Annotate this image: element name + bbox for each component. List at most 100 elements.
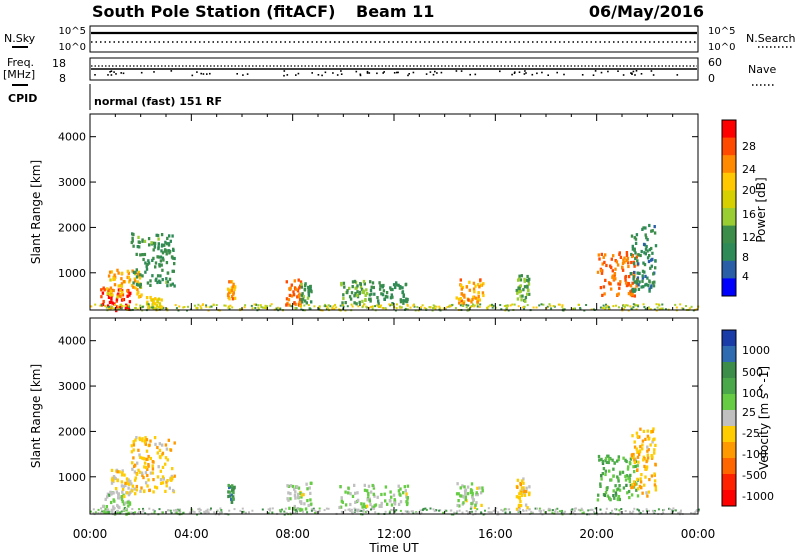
data-cell (399, 487, 402, 491)
data-cell (206, 510, 209, 513)
data-cell (105, 511, 108, 515)
data-cell (631, 289, 634, 293)
data-cell (119, 511, 122, 514)
freq-point (650, 70, 653, 72)
data-cell (649, 308, 652, 311)
data-cell (207, 511, 210, 514)
data-cell (551, 511, 554, 514)
data-cell (622, 304, 625, 307)
data-cell (133, 487, 136, 491)
data-cell (157, 297, 161, 301)
data-cell (558, 303, 561, 306)
data-cell (624, 474, 627, 478)
colorbar-segment (722, 442, 736, 459)
data-cell (145, 449, 149, 453)
data-cell (164, 489, 167, 493)
data-cell (351, 285, 354, 289)
data-cell (416, 306, 419, 309)
data-cell (600, 457, 603, 461)
data-cell (463, 489, 467, 493)
data-cell (553, 305, 556, 308)
data-cell (632, 262, 636, 266)
data-cell (516, 297, 520, 301)
data-cell (623, 256, 626, 260)
x-tick-label: 16:00 (478, 527, 513, 541)
data-cell (138, 276, 142, 280)
data-cell (461, 484, 464, 488)
data-cell (231, 297, 235, 301)
data-cell (477, 283, 480, 287)
data-cell (124, 481, 127, 485)
data-cell (169, 448, 173, 452)
data-cell (505, 304, 508, 307)
data-cell (250, 304, 253, 307)
data-cell (134, 476, 137, 480)
data-cell (397, 283, 400, 287)
data-cell (324, 305, 327, 308)
data-cell (164, 443, 168, 447)
data-cell (130, 450, 134, 454)
data-cell (627, 292, 631, 296)
data-cell (213, 511, 216, 514)
data-cell (297, 294, 301, 299)
data-cell (288, 303, 291, 307)
data-cell (646, 445, 649, 449)
data-cell (670, 511, 673, 514)
data-cell (646, 509, 648, 512)
data-cell (355, 509, 358, 511)
data-cell (643, 306, 646, 308)
data-cell (480, 503, 483, 507)
freq-point (408, 73, 410, 75)
data-cell (131, 484, 134, 488)
data-cell (168, 486, 171, 490)
data-cell (299, 280, 303, 284)
data-cell (373, 292, 376, 296)
data-cell (183, 306, 186, 308)
data-cell (380, 501, 383, 505)
data-cell (518, 492, 521, 496)
data-cell (405, 500, 408, 504)
data-cell (164, 462, 167, 466)
data-cell (120, 473, 124, 477)
data-cell (110, 500, 113, 505)
data-cell (486, 306, 489, 309)
data-cell (509, 304, 512, 307)
data-cell (292, 293, 296, 297)
data-cell (641, 439, 645, 443)
data-cell (141, 274, 144, 278)
data-cell (182, 306, 185, 309)
data-cell (269, 507, 272, 510)
data-cell (372, 285, 375, 290)
data-cell (137, 283, 140, 287)
data-cell (318, 510, 321, 512)
data-cell (130, 489, 134, 493)
data-cell (681, 307, 684, 310)
data-cell (290, 294, 294, 298)
data-cell (116, 268, 119, 272)
data-cell (298, 286, 301, 290)
data-cell (653, 472, 656, 476)
freq-point (594, 70, 597, 72)
data-cell (138, 436, 141, 440)
data-cell (611, 458, 614, 462)
data-cell (151, 471, 154, 475)
data-cell (198, 510, 201, 513)
data-cell (609, 512, 612, 515)
data-cell (228, 288, 231, 292)
data-cell (594, 507, 597, 510)
data-cell (643, 464, 646, 468)
data-cell (228, 297, 231, 301)
data-cell (618, 497, 621, 502)
data-cell (434, 307, 437, 310)
data-cell (163, 243, 166, 247)
data-cell (157, 465, 160, 469)
data-cell (633, 440, 636, 444)
data-cell (169, 283, 172, 287)
data-cell (377, 299, 380, 303)
data-cell (161, 511, 164, 514)
data-cell (129, 490, 132, 494)
data-cell (492, 304, 495, 307)
data-cell (175, 511, 178, 514)
freq-point (209, 72, 211, 75)
